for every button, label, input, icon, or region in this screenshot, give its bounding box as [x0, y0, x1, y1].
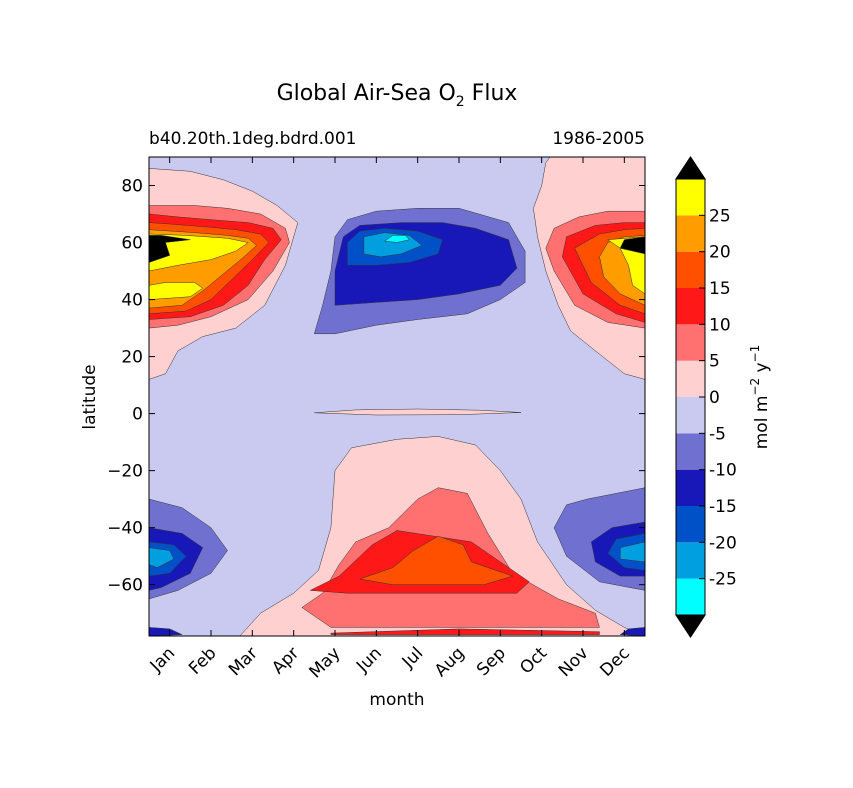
contour-region — [619, 627, 645, 636]
x-tick-label: Jul — [398, 643, 427, 672]
x-tick-label: Jan — [146, 643, 179, 676]
case-name-label: b40.20th.1deg.bdrd.001 — [149, 129, 356, 149]
contour-region — [619, 236, 645, 255]
colorbar-swatch — [676, 397, 705, 434]
chart-title-subscript: 2 — [456, 94, 465, 110]
colorbar-tick-label: 10 — [709, 315, 731, 335]
colorbar-tick-label: -25 — [709, 570, 737, 590]
contour-region — [149, 233, 249, 272]
contour-region — [149, 282, 203, 300]
contour-region — [619, 541, 645, 563]
colorbar-tick-label: 0 — [709, 388, 720, 408]
colorbar-tick-label: -15 — [709, 497, 737, 517]
colorbar-swatch — [676, 288, 705, 325]
x-tick-label: Apr — [268, 643, 303, 678]
colorbar-swatch — [676, 578, 705, 615]
x-tick-label: Sep — [473, 643, 510, 680]
colorbar-label-time: y — [752, 362, 772, 377]
contour-region — [384, 235, 410, 243]
y-axis: −60 −40 −20 0 20 40 60 80 — [107, 177, 645, 596]
x-tick-label: Oct — [516, 643, 551, 678]
colorbar-swatch — [676, 324, 705, 361]
colorbar-tick-label: 20 — [709, 243, 731, 263]
chart-title: Global Air-Sea O2 Flux — [277, 81, 518, 110]
plot-area — [148, 156, 646, 637]
y-tick-label: −60 — [107, 576, 143, 596]
contour-region — [149, 627, 183, 636]
colorbar: -25 -20 -15 -10 -5 0 5 10 15 20 25 — [675, 156, 737, 638]
x-tick-label: Jun — [352, 643, 386, 677]
colorbar-label: mol m−2 y−1 — [748, 345, 772, 450]
year-range-label: 1986-2005 — [552, 129, 645, 149]
contour-region — [149, 547, 175, 568]
contour-regions — [149, 157, 645, 636]
colorbar-swatch — [676, 360, 705, 397]
y-tick-label: 80 — [121, 177, 143, 197]
x-tick-label: Dec — [596, 643, 633, 680]
contour-region — [359, 535, 513, 585]
colorbar-extend-low — [675, 614, 706, 638]
colorbar-extend-high — [675, 156, 706, 180]
y-tick-label: 60 — [121, 234, 143, 254]
colorbar-label-exponent-2: −1 — [748, 345, 762, 363]
plot-frame — [148, 156, 646, 637]
y-tick-label: 40 — [121, 291, 143, 311]
y-tick-label: 0 — [132, 405, 143, 425]
contour-region — [314, 408, 522, 416]
colorbar-label-unit: mol m — [752, 396, 772, 450]
colorbar-swatch — [676, 433, 705, 470]
colorbar-swatch — [676, 506, 705, 543]
colorbar-outline — [675, 156, 706, 638]
y-tick-label: −20 — [107, 462, 143, 482]
colorbar-label-exponent-1: −2 — [748, 378, 762, 396]
y-tick-label: −40 — [107, 519, 143, 539]
x-tick-label: Mar — [225, 643, 262, 680]
y-axis-label: latitude — [80, 364, 100, 429]
colorbar-tick-label: -20 — [709, 533, 737, 553]
x-tick-label: Feb — [185, 643, 220, 678]
contour-region — [330, 628, 600, 635]
colorbar-swatch — [676, 469, 705, 506]
colorbar-tick-label: 25 — [709, 206, 731, 226]
colorbar-swatch — [676, 215, 705, 252]
colorbar-tick-label: -10 — [709, 461, 737, 481]
colorbar-tick-label: -5 — [709, 424, 726, 444]
x-tick-label: May — [306, 643, 345, 682]
contour-region — [149, 235, 191, 263]
x-tick-label: Nov — [555, 643, 593, 681]
x-tick-label: Aug — [431, 643, 469, 681]
chart-title-main: Global Air-Sea O — [277, 81, 456, 106]
colorbar-swatch — [676, 542, 705, 579]
colorbar-swatch — [676, 251, 705, 288]
y-tick-label: 20 — [121, 348, 143, 368]
chart-title-tail: Flux — [465, 81, 518, 106]
colorbar-tick-label: 15 — [709, 279, 731, 299]
x-axis-label: month — [369, 690, 424, 710]
colorbar-swatch — [676, 179, 705, 216]
colorbar-tick-label: 5 — [709, 352, 720, 372]
